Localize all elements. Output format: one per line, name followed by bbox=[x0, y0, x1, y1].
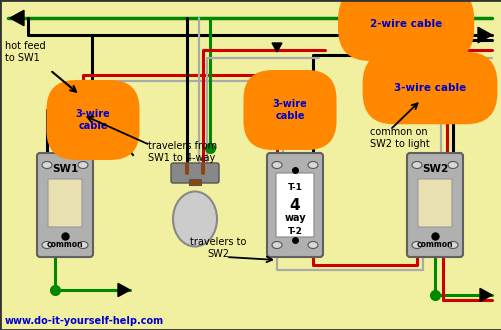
Text: travelers from
SW1 to 4-way: travelers from SW1 to 4-way bbox=[148, 141, 217, 163]
Polygon shape bbox=[118, 283, 130, 297]
Ellipse shape bbox=[78, 242, 88, 248]
Text: SW1: SW1 bbox=[52, 164, 78, 174]
Text: common on
SW2 to light: common on SW2 to light bbox=[369, 127, 429, 149]
FancyBboxPatch shape bbox=[267, 153, 322, 257]
Polygon shape bbox=[86, 98, 97, 108]
Text: source: source bbox=[379, 4, 426, 17]
Polygon shape bbox=[384, 52, 395, 62]
Ellipse shape bbox=[308, 161, 317, 169]
Bar bbox=[188, 179, 200, 185]
Ellipse shape bbox=[411, 242, 421, 248]
Ellipse shape bbox=[42, 161, 52, 169]
Ellipse shape bbox=[272, 242, 282, 248]
Text: 3-wire cable: 3-wire cable bbox=[393, 83, 465, 93]
Ellipse shape bbox=[447, 242, 457, 248]
FancyBboxPatch shape bbox=[48, 179, 82, 227]
FancyBboxPatch shape bbox=[171, 163, 218, 183]
Text: 4: 4 bbox=[289, 197, 300, 213]
Text: T-2: T-2 bbox=[287, 227, 302, 237]
Text: hot feed
to SW1: hot feed to SW1 bbox=[5, 41, 46, 63]
Text: 3-wire
cable: 3-wire cable bbox=[76, 109, 110, 131]
Ellipse shape bbox=[42, 242, 52, 248]
Text: way: way bbox=[284, 213, 305, 223]
Text: T-1: T-1 bbox=[287, 182, 302, 191]
FancyBboxPatch shape bbox=[37, 153, 93, 257]
Text: common: common bbox=[416, 241, 452, 249]
Text: www.do-it-yourself-help.com: www.do-it-yourself-help.com bbox=[5, 316, 164, 326]
Polygon shape bbox=[479, 288, 491, 302]
Text: 3-wire
cable: 3-wire cable bbox=[272, 99, 307, 121]
Polygon shape bbox=[477, 27, 491, 43]
Text: travelers to
SW2: travelers to SW2 bbox=[189, 237, 245, 259]
FancyBboxPatch shape bbox=[276, 173, 313, 237]
Ellipse shape bbox=[78, 161, 88, 169]
Ellipse shape bbox=[272, 161, 282, 169]
Ellipse shape bbox=[447, 161, 457, 169]
FancyBboxPatch shape bbox=[417, 179, 451, 227]
Ellipse shape bbox=[173, 191, 216, 247]
Text: SW2: SW2 bbox=[421, 164, 447, 174]
FancyBboxPatch shape bbox=[406, 153, 462, 257]
Polygon shape bbox=[272, 43, 282, 52]
Polygon shape bbox=[99, 115, 110, 125]
Polygon shape bbox=[10, 10, 24, 26]
Ellipse shape bbox=[411, 161, 421, 169]
Text: common: common bbox=[47, 241, 83, 249]
Text: 2-wire cable: 2-wire cable bbox=[369, 19, 441, 29]
Ellipse shape bbox=[308, 242, 317, 248]
